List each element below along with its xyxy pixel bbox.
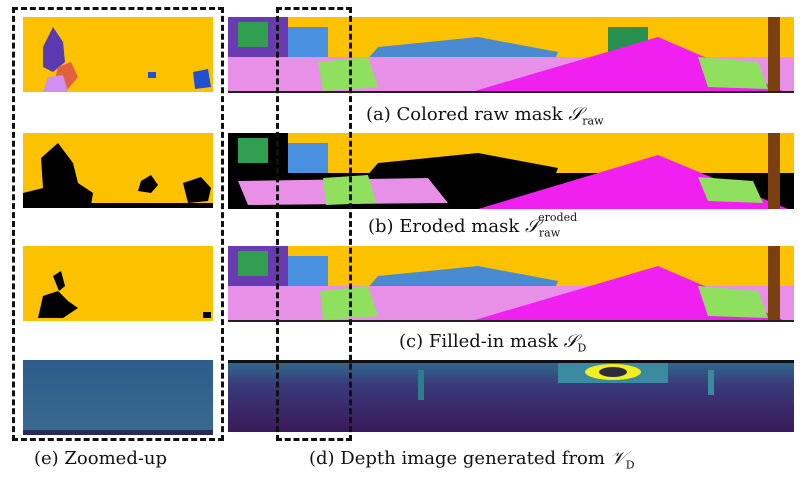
caption-c: (c) Filled-in mask 𝒮D bbox=[399, 331, 587, 355]
caption-a: (a) Colored raw mask 𝒮raw bbox=[366, 104, 604, 128]
zoom-panel-a bbox=[23, 17, 213, 92]
caption-e: (e) Zoomed-up bbox=[34, 448, 168, 469]
raw-mask-image bbox=[228, 17, 794, 93]
depth-image bbox=[228, 360, 794, 432]
caption-d: (d) Depth image generated from 𝒱D bbox=[309, 448, 635, 472]
zoom-region-outline bbox=[276, 7, 352, 441]
caption-b: (b) Eroded mask 𝒮raweroded bbox=[368, 211, 578, 240]
filled-mask-image bbox=[228, 246, 794, 322]
zoom-panel-e bbox=[23, 360, 213, 435]
zoom-panel-b bbox=[23, 133, 213, 208]
zoom-panel-c bbox=[23, 246, 213, 321]
zoom-column-outline bbox=[12, 7, 224, 441]
